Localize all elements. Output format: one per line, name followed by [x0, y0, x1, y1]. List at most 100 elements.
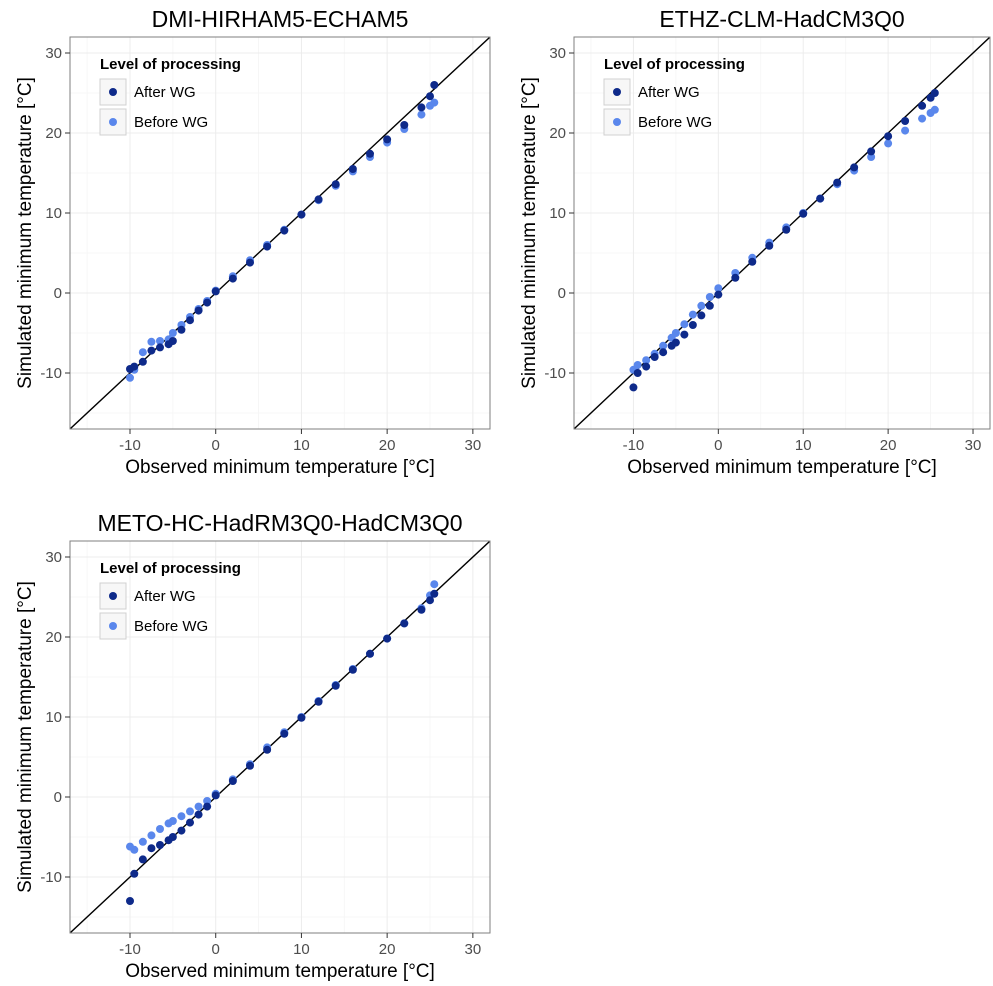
- x-tick-label: 10: [795, 437, 812, 454]
- legend-title: Level of processing: [100, 560, 241, 577]
- point-after-wg: [156, 841, 164, 849]
- x-tick-label: 20: [379, 437, 396, 454]
- x-tick-label: -10: [119, 437, 141, 454]
- legend-label: Before WG: [638, 114, 712, 131]
- point-after-wg: [194, 810, 203, 819]
- plot-frame: [69, 540, 491, 934]
- point-after-wg: [705, 301, 714, 310]
- legend-label: After WG: [134, 84, 196, 101]
- point-after-wg: [138, 357, 147, 366]
- point-before-wg: [430, 580, 439, 589]
- point-after-wg: [816, 194, 825, 203]
- point-after-wg: [246, 258, 254, 267]
- point-before-wg: [659, 341, 668, 350]
- legend-key-before-wg: [613, 118, 621, 126]
- x-tick-label: 20: [379, 941, 396, 958]
- point-after-wg: [331, 681, 340, 690]
- point-after-wg: [126, 897, 134, 905]
- point-after-wg: [659, 348, 668, 357]
- point-after-wg: [314, 195, 323, 204]
- point-before-wg: [430, 98, 439, 107]
- point-after-wg: [680, 330, 689, 339]
- point-before-wg: [697, 301, 706, 310]
- point-after-wg: [782, 225, 791, 234]
- legend-label: After WG: [134, 588, 196, 605]
- y-tick-label: -10: [40, 869, 62, 886]
- point-after-wg: [203, 298, 212, 307]
- point-before-wg: [147, 831, 156, 840]
- x-axis-title: Observed minimum temperature [°C]: [125, 961, 435, 982]
- y-axis-title: Simulated minimum temperature [°C]: [519, 77, 540, 389]
- panel-title: ETHZ-CLM-HadCM3Q0: [659, 6, 904, 32]
- point-before-wg: [867, 153, 876, 161]
- point-before-wg: [126, 373, 134, 382]
- point-after-wg: [629, 383, 638, 392]
- point-before-wg: [642, 356, 651, 365]
- panel-ethz-clm-hadcm3q0: -10 0 10 20 30 -10 0 10 20 30 ETHZ-CLM-HadCM3Q0 Obs…: [519, 6, 991, 478]
- y-tick-label: 0: [558, 285, 566, 302]
- y-tick-label: 10: [45, 709, 62, 726]
- point-after-wg: [731, 273, 740, 282]
- point-after-wg: [348, 665, 357, 674]
- point-after-wg: [168, 337, 177, 345]
- point-after-wg: [430, 589, 439, 598]
- point-after-wg: [799, 209, 808, 218]
- point-after-wg: [228, 777, 237, 785]
- legend-key-box: [603, 78, 631, 106]
- point-before-wg: [705, 293, 714, 301]
- y-tick-label: 20: [45, 629, 62, 646]
- point-after-wg: [186, 818, 194, 827]
- point-before-wg: [714, 284, 723, 293]
- y-tick-label: -10: [544, 365, 566, 382]
- x-tick-label: 30: [465, 437, 482, 454]
- point-after-wg: [400, 121, 409, 129]
- point-after-wg: [280, 729, 289, 738]
- x-tick-label: 30: [465, 941, 482, 958]
- point-before-wg: [688, 310, 697, 319]
- point-after-wg: [748, 257, 757, 266]
- point-after-wg: [194, 306, 203, 315]
- y-tick-label: 20: [45, 125, 62, 142]
- point-after-wg: [228, 274, 237, 283]
- point-after-wg: [671, 338, 680, 347]
- point-before-wg: [930, 105, 939, 114]
- point-after-wg: [314, 697, 323, 706]
- y-tick-label: 0: [54, 789, 62, 806]
- point-after-wg: [417, 605, 426, 614]
- y-tick-label: 30: [549, 45, 566, 62]
- x-tick-label: 20: [880, 437, 897, 454]
- x-tick-label: 10: [293, 437, 310, 454]
- panel-dmi-hirham5-echam5: -10 0 10 20 30 -10 0 10 20 30 DMI-HIRHAM5-ECHAM5 Ob…: [15, 6, 491, 478]
- point-before-wg: [138, 348, 147, 357]
- point-after-wg: [426, 596, 434, 605]
- x-tick-label: -10: [119, 941, 141, 958]
- point-after-wg: [650, 353, 659, 361]
- y-tick-label: 10: [549, 205, 566, 222]
- point-before-wg: [130, 845, 139, 854]
- point-after-wg: [130, 869, 139, 878]
- point-before-wg: [138, 837, 147, 846]
- point-after-wg: [130, 362, 139, 371]
- legend-key-after-wg: [613, 88, 621, 96]
- legend-title: Level of processing: [604, 56, 745, 73]
- y-tick-label: 30: [45, 549, 62, 566]
- point-before-wg: [156, 825, 164, 833]
- point-before-wg: [918, 114, 927, 123]
- point-before-wg: [177, 812, 186, 821]
- y-axis-title: Simulated minimum temperature [°C]: [15, 77, 36, 389]
- point-after-wg: [138, 855, 147, 864]
- x-axis-title: Observed minimum temperature [°C]: [125, 457, 435, 478]
- point-after-wg: [918, 101, 927, 110]
- point-after-wg: [211, 791, 220, 800]
- x-tick-label: -10: [623, 437, 645, 454]
- point-after-wg: [263, 745, 272, 754]
- point-after-wg: [430, 81, 439, 89]
- panel-meto-hc-hadrm3q0-hadcm3q0: -10 0 10 20 30 -10 0 10 20 30 METO-HC-HadRM3Q0-Had…: [15, 510, 491, 982]
- y-tick-label: -10: [40, 365, 62, 382]
- point-after-wg: [156, 343, 164, 352]
- legend-label: Before WG: [134, 114, 208, 131]
- legend: Level of processing After WG Before WG: [603, 56, 745, 136]
- x-tick-label: 0: [212, 941, 220, 958]
- point-after-wg: [280, 226, 289, 235]
- point-before-wg: [417, 110, 426, 119]
